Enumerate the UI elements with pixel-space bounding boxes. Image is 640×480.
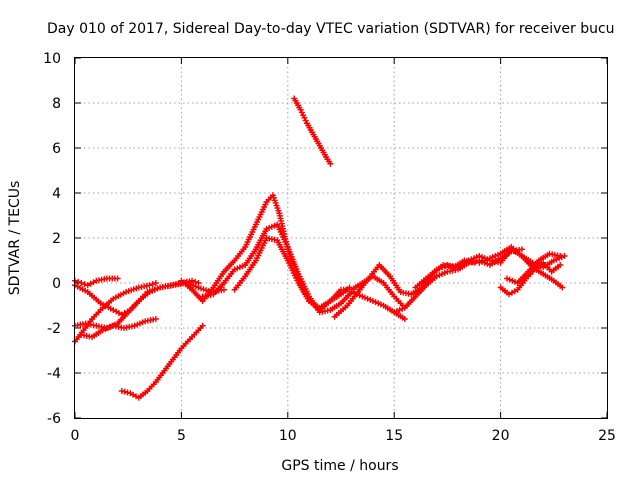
x-tick-label: 25 — [598, 428, 616, 444]
data-point-marker — [298, 109, 305, 116]
y-tick-label: -4 — [47, 366, 61, 382]
axis-ticks: 0 5 10 15 20 25 -6 -4 -2 0 2 4 6 8 10 — [43, 51, 616, 444]
y-tick-label: -2 — [47, 321, 61, 337]
x-tick-label: 0 — [71, 428, 80, 444]
series-arc-6 — [118, 322, 206, 401]
data-point-marker — [124, 389, 131, 396]
series-arc-9 — [231, 235, 353, 311]
data-point — [152, 316, 159, 322]
data-point — [401, 316, 408, 322]
data-point — [146, 282, 153, 289]
x-tick-label: 10 — [279, 428, 297, 444]
chart-title: Day 010 of 2017, Sidereal Day-to-day VTE… — [47, 21, 615, 37]
plot-frame — [74, 57, 608, 419]
y-tick-label: 2 — [52, 231, 61, 247]
plot-area — [72, 95, 568, 401]
x-tick-label: 15 — [385, 428, 403, 444]
y-tick-label: 6 — [52, 141, 61, 157]
data-point-marker — [81, 281, 88, 288]
data-point — [518, 246, 525, 253]
data-point — [559, 284, 566, 291]
data-point — [152, 280, 159, 286]
series-arc-4 — [78, 316, 159, 340]
y-axis-label: SDTVAR / TECUs — [7, 181, 23, 296]
y-tick-label: 10 — [43, 51, 61, 67]
data-point — [346, 284, 353, 291]
data-point — [220, 286, 227, 293]
y-tick-label: 4 — [52, 186, 61, 202]
x-tick-label: 5 — [177, 428, 186, 444]
y-tick-label: 0 — [52, 276, 61, 292]
data-point-marker — [121, 388, 128, 395]
data-point — [557, 253, 564, 259]
x-axis-label: GPS time / hours — [281, 458, 398, 474]
data-point — [118, 388, 125, 394]
y-tick-label: -6 — [47, 411, 61, 427]
data-point — [189, 277, 196, 284]
data-point-marker — [149, 281, 156, 288]
y-tick-label: 8 — [52, 96, 61, 112]
series-arc-10 — [291, 95, 334, 167]
data-point — [78, 280, 85, 286]
grid — [75, 58, 607, 418]
data-point-marker — [301, 114, 308, 121]
data-point — [114, 275, 121, 282]
data-point — [327, 160, 334, 167]
series-arc-16 — [503, 250, 564, 286]
x-tick-label: 20 — [492, 428, 510, 444]
series-arc-13 — [412, 246, 568, 291]
data-point — [199, 322, 206, 329]
data-point — [557, 262, 564, 268]
